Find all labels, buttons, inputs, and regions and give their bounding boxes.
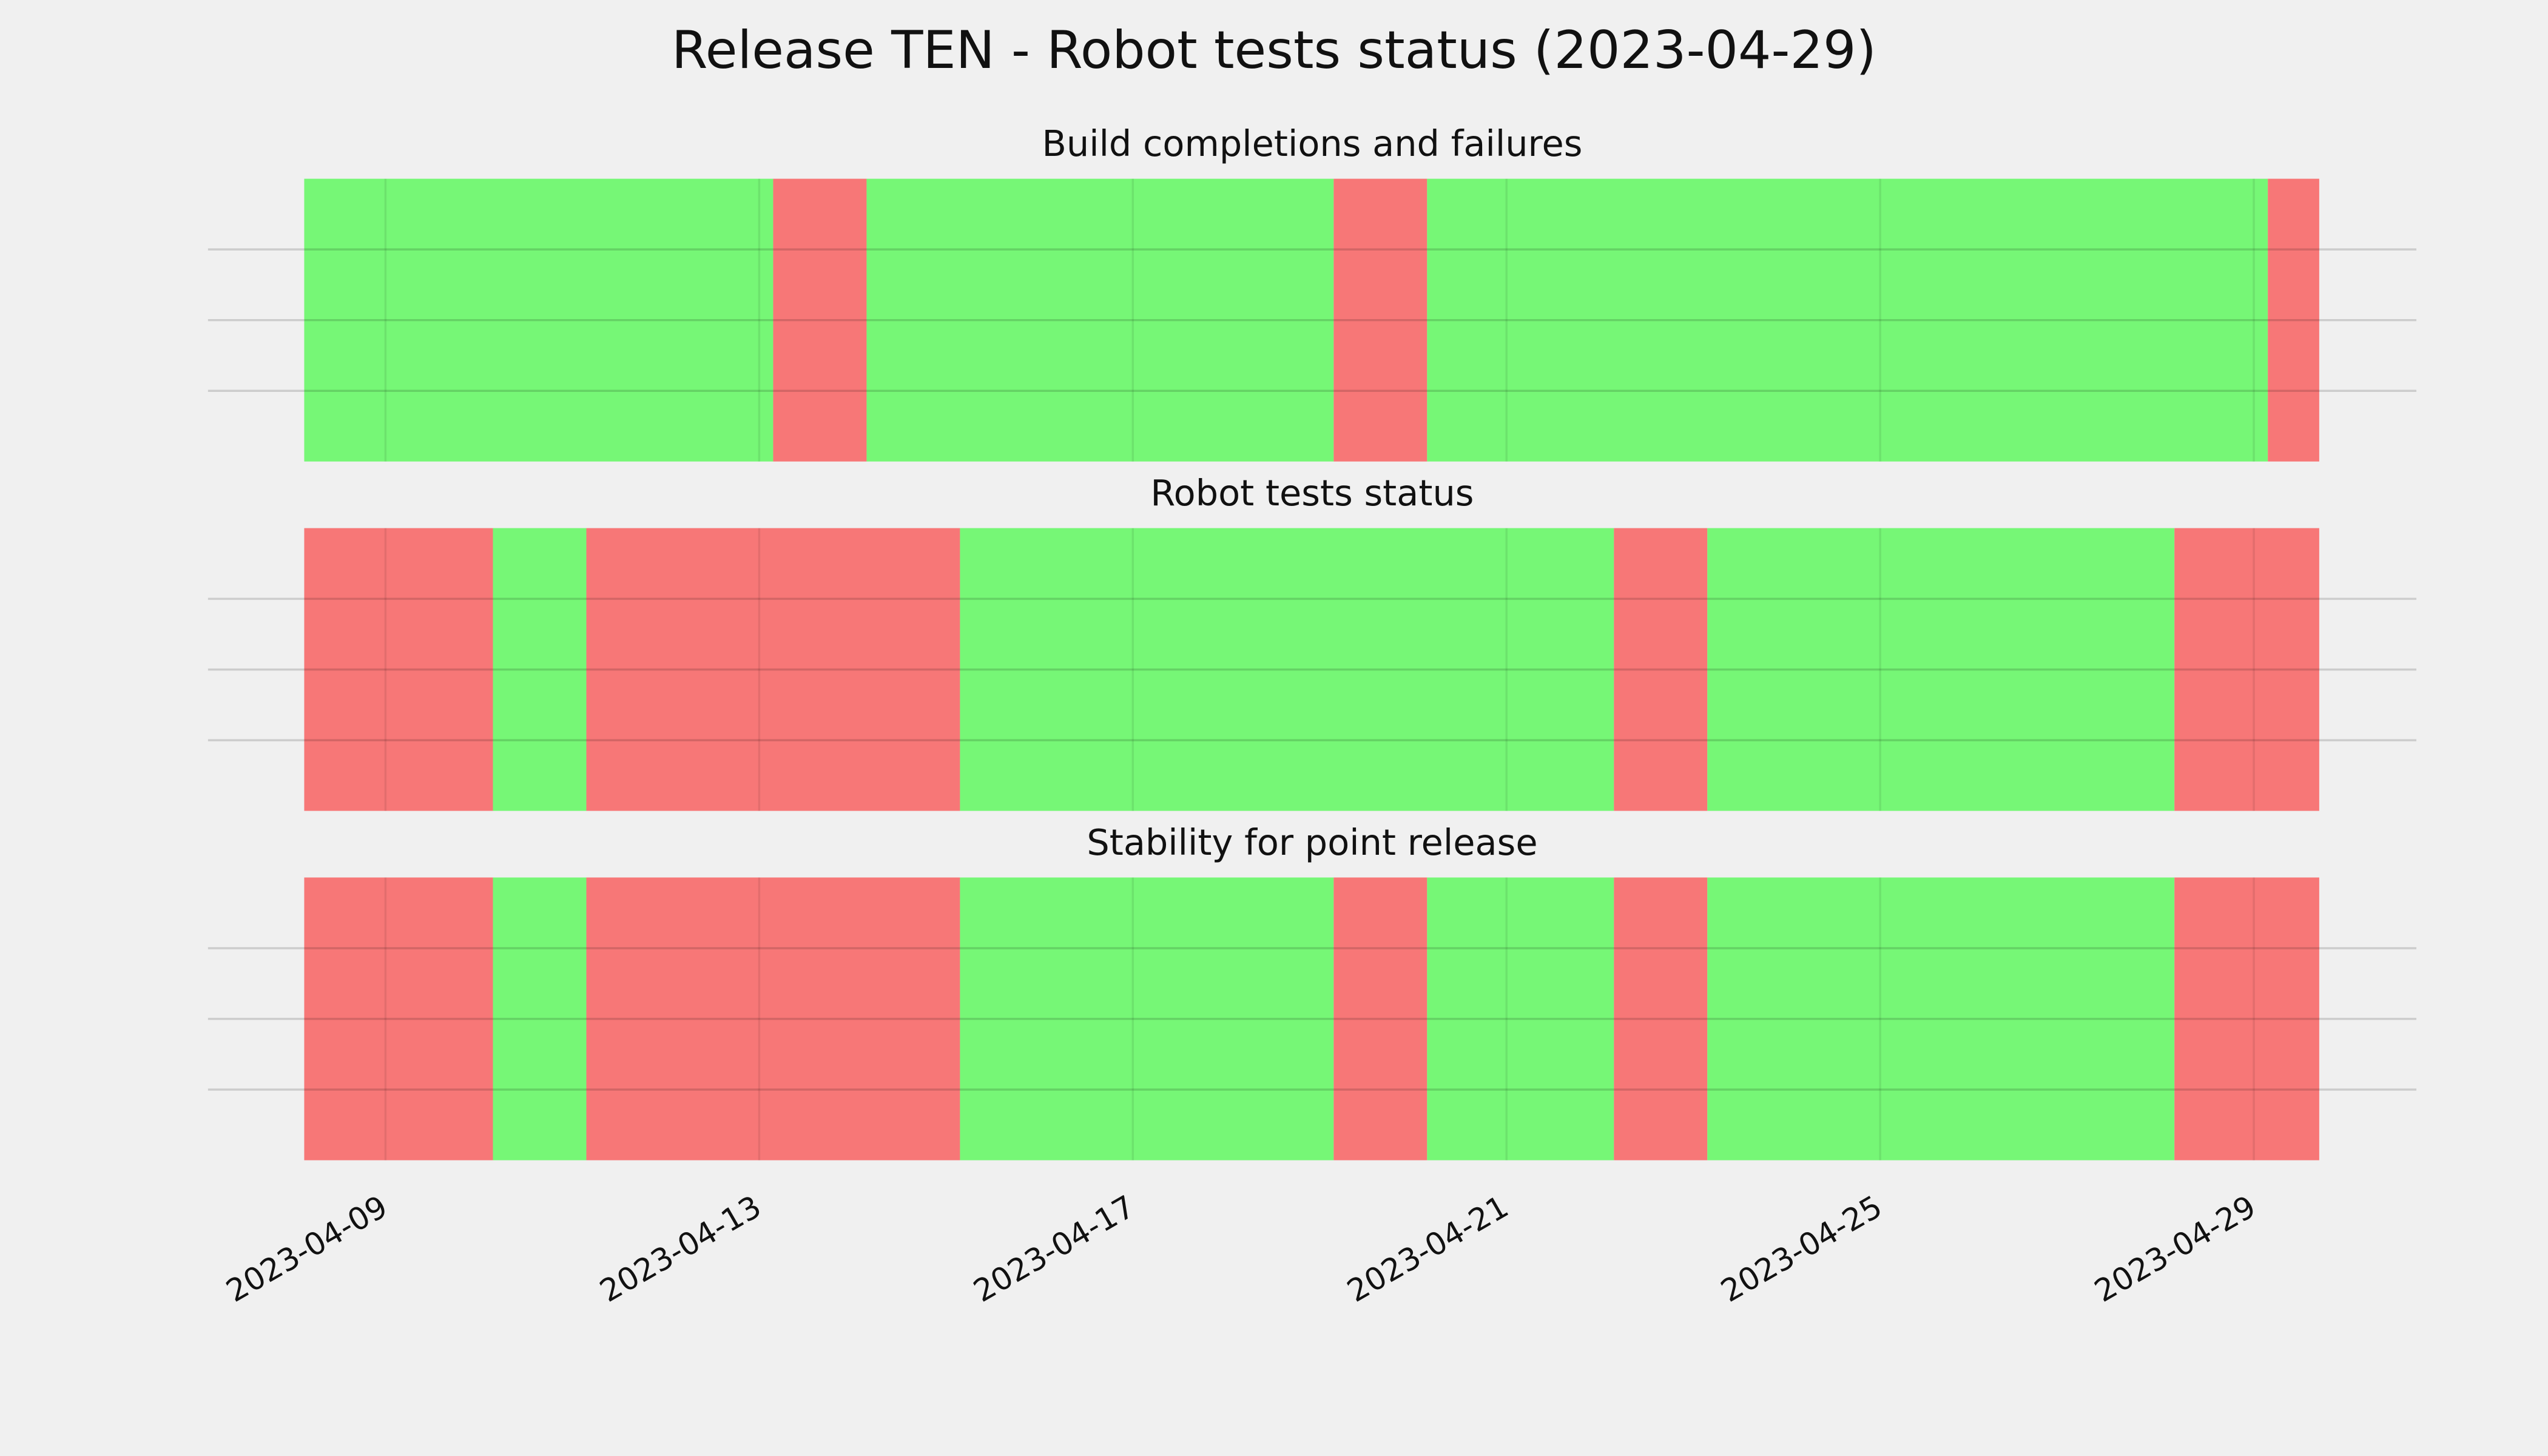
status-span xyxy=(866,178,1334,462)
panel-title: Build completions and failures xyxy=(1042,123,1582,164)
status-span xyxy=(304,178,774,462)
status-span xyxy=(960,877,1334,1161)
status-span xyxy=(1614,528,1708,811)
status-span xyxy=(586,877,960,1161)
status-span xyxy=(1427,178,2268,462)
status-span xyxy=(586,528,960,811)
panel-title: Robot tests status xyxy=(1150,472,1474,514)
figure-title: Release TEN - Robot tests status (2023-0… xyxy=(672,20,1876,81)
status-span xyxy=(2268,178,2319,462)
status-span xyxy=(1707,528,2175,811)
status-span xyxy=(1333,877,1427,1161)
status-span xyxy=(960,528,1614,811)
status-span xyxy=(493,877,587,1161)
status-span xyxy=(1333,178,1427,462)
status-span xyxy=(304,528,493,811)
status-span xyxy=(2174,528,2319,811)
status-span xyxy=(1707,877,2175,1161)
status-span xyxy=(304,877,493,1161)
status-span xyxy=(1427,877,1614,1161)
status-span xyxy=(493,528,587,811)
status-span xyxy=(1614,877,1708,1161)
panel-title: Stability for point release xyxy=(1087,821,1537,863)
status-span xyxy=(773,178,867,462)
status-span xyxy=(2174,877,2319,1161)
